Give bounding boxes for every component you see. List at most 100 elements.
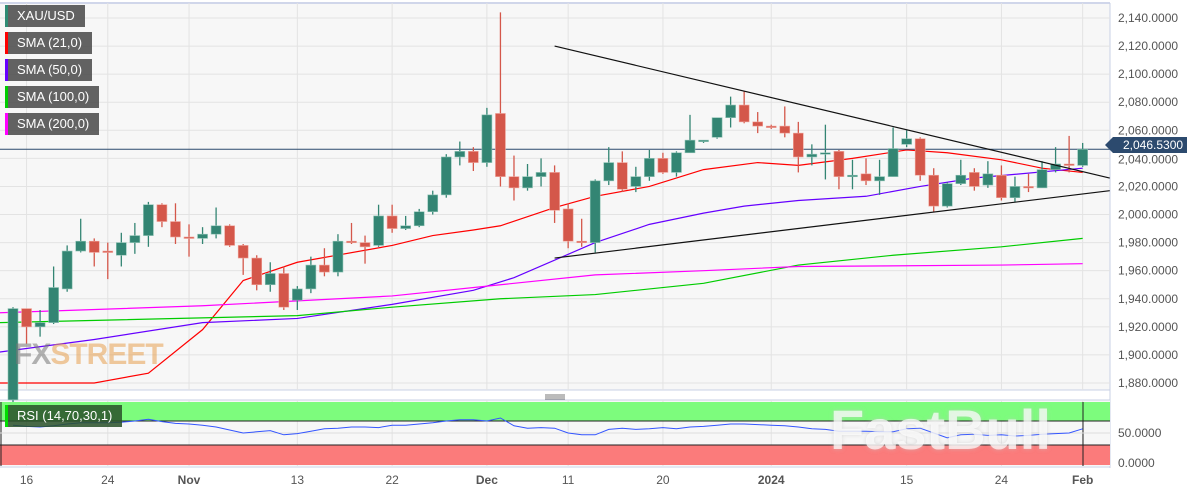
candle [224, 224, 235, 247]
sma-line [0, 263, 1083, 314]
candle-body [887, 148, 899, 177]
trendline [554, 190, 1110, 259]
x-tick-label: 2024 [758, 473, 785, 487]
legend-label: SMA (200,0) [17, 116, 90, 131]
legend-sma-100[interactable]: SMA (100,0) [5, 86, 100, 108]
legend-sma-21[interactable]: SMA (21,0) [5, 32, 93, 54]
x-tick-label: 15 [900, 473, 914, 487]
candle-body [657, 158, 669, 173]
candle-body [292, 288, 303, 301]
candle [116, 232, 127, 267]
legend-color-swatch [5, 86, 8, 108]
candle-body [941, 183, 953, 207]
candle [292, 286, 303, 310]
candle-body [170, 221, 181, 238]
candle-body [278, 273, 290, 308]
x-tick-label: 13 [291, 473, 305, 487]
candle [874, 159, 885, 195]
candle [143, 201, 154, 247]
rsi-overbought-zone [0, 402, 1110, 421]
rsi-legend[interactable]: RSI (14,70,30,1) [5, 405, 123, 427]
candle [820, 124, 831, 180]
legend-xauusd[interactable]: XAU/USD [5, 5, 85, 27]
candle [887, 127, 899, 177]
candle [589, 179, 601, 253]
candle-body [616, 162, 628, 190]
legend-label: XAU/USD [17, 8, 75, 23]
legend-sma-200[interactable]: SMA (200,0) [5, 113, 100, 135]
candle [576, 218, 587, 247]
x-tick-label: Dec [476, 473, 498, 487]
candle [603, 147, 615, 186]
candle-body [874, 176, 885, 182]
y-tick-label: 2,100.0000 [1118, 67, 1178, 81]
candle-body [1009, 186, 1021, 198]
candle-body [562, 208, 574, 242]
candle [48, 266, 59, 325]
candle [752, 112, 764, 134]
candle [278, 266, 290, 310]
candle [1063, 135, 1075, 173]
candle-body [183, 236, 195, 239]
candle-body [346, 240, 357, 244]
candle [264, 262, 276, 292]
candle [698, 139, 709, 143]
candle-body [305, 264, 317, 290]
rsi-y-tick-label: 0.0000 [1118, 456, 1155, 470]
candle [251, 255, 263, 291]
candle [319, 248, 330, 277]
candle [170, 203, 181, 245]
candle [644, 149, 655, 181]
candle-body [603, 162, 615, 182]
y-tick-label: 2,040.0000 [1118, 152, 1178, 166]
candle-body [711, 117, 723, 138]
candle [197, 227, 208, 245]
legend-label: SMA (100,0) [17, 89, 90, 104]
candle [129, 222, 141, 254]
y-tick-label: 1,960.0000 [1118, 264, 1178, 278]
candle [522, 163, 533, 191]
candle-body [264, 273, 276, 286]
candle-body [752, 121, 764, 127]
candle [793, 121, 804, 173]
candle-body [630, 176, 642, 187]
fxstreet-watermark-fx: FX [14, 338, 51, 371]
sma-line [0, 167, 1083, 353]
candle [738, 90, 750, 124]
candle [400, 215, 411, 230]
candle [1023, 173, 1034, 193]
candle [711, 117, 723, 139]
candle-body [914, 138, 926, 176]
candle-body [589, 180, 601, 243]
candle-body [549, 172, 560, 211]
candle-body [427, 194, 439, 213]
candle-body [576, 240, 587, 244]
legend-sma-50[interactable]: SMA (50,0) [5, 59, 93, 81]
candle-body [156, 204, 168, 222]
candle-body [901, 138, 912, 145]
candle [847, 159, 858, 190]
candle-body [644, 158, 655, 177]
candle-body [495, 113, 506, 177]
candle-body [440, 156, 452, 196]
candle [75, 218, 86, 253]
candle-body [698, 139, 709, 142]
candle [901, 130, 912, 148]
legend-label: SMA (21,0) [17, 35, 83, 50]
candle-body [251, 257, 263, 286]
candle [941, 182, 953, 208]
candle-body [820, 152, 831, 155]
candle-body [7, 308, 19, 401]
candle-body [535, 172, 547, 177]
candle [21, 308, 32, 344]
candle-body [1023, 186, 1034, 189]
candle [359, 235, 371, 264]
candle-body [237, 245, 249, 259]
candle [61, 245, 73, 292]
legend-label: SMA (50,0) [17, 62, 83, 77]
y-tick-label: 2,140.0000 [1118, 11, 1178, 25]
candle-body [779, 125, 791, 134]
legend-color-swatch [5, 59, 8, 81]
candle [914, 137, 926, 181]
